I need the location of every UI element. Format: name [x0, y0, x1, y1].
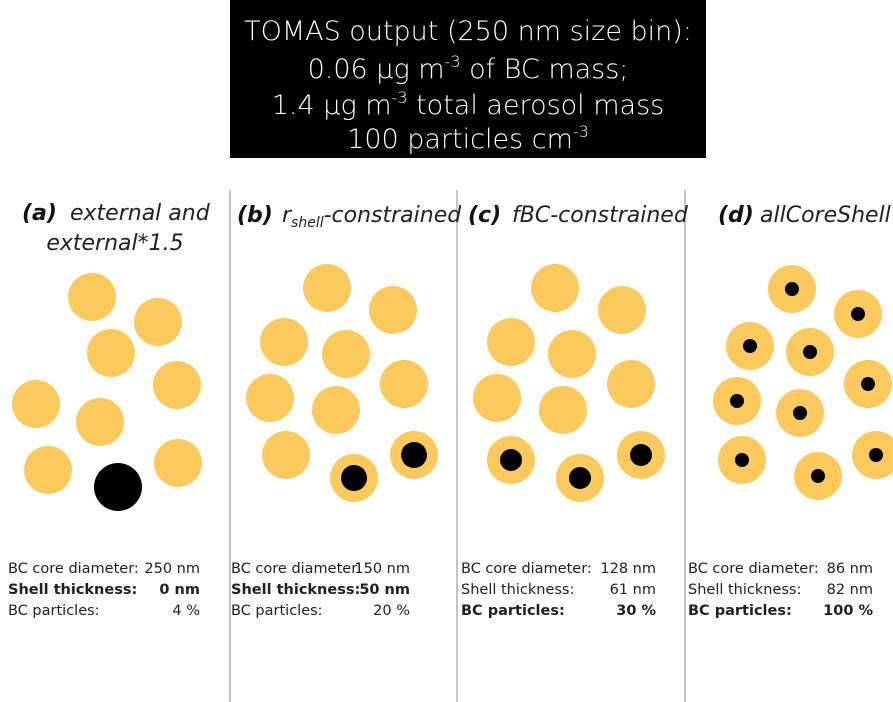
panel-title: rshell-constrained [282, 203, 462, 231]
header-text: total aerosol mass [408, 90, 665, 121]
row-label: Shell thickness: [461, 582, 574, 598]
superscript: -3 [392, 88, 408, 107]
panel-label: (d) [718, 203, 754, 228]
row-value: 250 nm [144, 561, 200, 577]
panel-title: fBC-constrained [512, 203, 689, 228]
row-label: BC core diameter: [231, 561, 362, 577]
row-value: 128 nm [600, 561, 656, 577]
panel-title: external and [70, 201, 211, 226]
row-label: BC particles: [231, 603, 323, 619]
header-text: 0.06 μg m [308, 54, 445, 85]
row-value: 50 nm [359, 582, 410, 598]
row-value: 86 nm [827, 561, 873, 577]
row-label: BC particles: [8, 603, 100, 619]
row-value: 100 % [823, 603, 873, 619]
header-text: of BC mass; [461, 54, 629, 85]
row-label: BC core diameter: [461, 561, 592, 577]
row-value: 0 nm [159, 582, 200, 598]
header-line: TOMAS output (250 nm size bin): [244, 16, 692, 47]
panel-title: external*1.5 [46, 231, 183, 256]
row-value: 30 % [616, 603, 656, 619]
panel-label: (c) [468, 203, 501, 228]
superscript: -3 [573, 122, 589, 141]
row-value: 61 nm [610, 582, 656, 598]
panel-title: allCoreShell [760, 203, 891, 228]
row-value: 150 nm [354, 561, 410, 577]
title-text: -constrained [324, 203, 463, 228]
header-text: 100 particles cm [347, 124, 573, 155]
superscript: -3 [445, 52, 461, 71]
panel-label: (a) [22, 201, 57, 226]
header-line: 100 particles cm-3 [347, 122, 589, 155]
particles [12, 264, 893, 511]
header-text: TOMAS output (250 nm size bin): [244, 16, 692, 47]
title-text: r [282, 203, 293, 228]
row-label: BC particles: [688, 603, 792, 619]
row-label: BC core diameter: [688, 561, 819, 577]
row-label: Shell thickness: [231, 582, 360, 598]
row-value: 82 nm [827, 582, 873, 598]
row-label: BC particles: [461, 603, 565, 619]
panel-label: (b) [237, 203, 273, 228]
subscript: shell [291, 215, 324, 231]
header-text: 1.4 μg m [272, 90, 392, 121]
header-line: 1.4 μg m-3 total aerosol mass [272, 88, 665, 121]
row-label: Shell thickness: [8, 582, 137, 598]
row-label: Shell thickness: [688, 582, 801, 598]
row-value: 4 % [172, 603, 200, 619]
row-label: BC core diameter: [8, 561, 139, 577]
header-line: 0.06 μg m-3 of BC mass; [308, 52, 629, 85]
row-value: 20 % [373, 603, 410, 619]
header-box [230, 0, 706, 158]
